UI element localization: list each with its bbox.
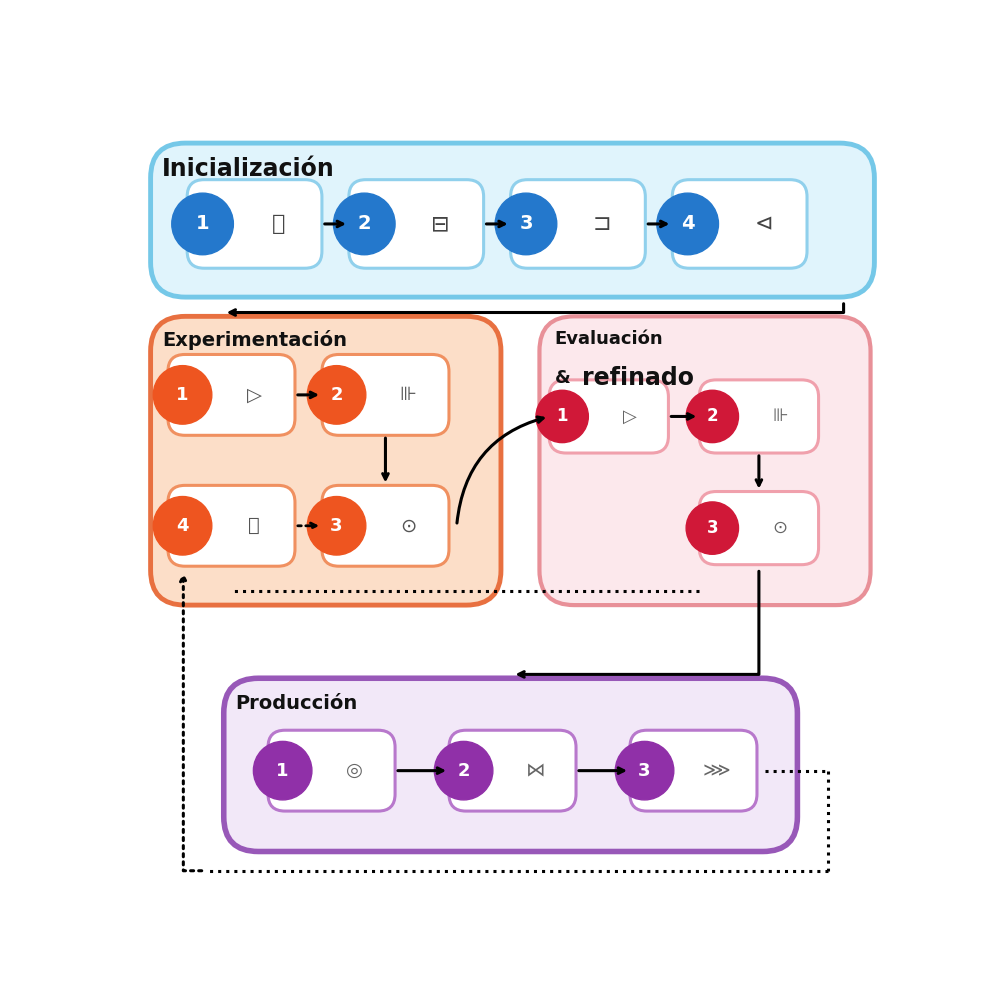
Text: 1: 1 <box>176 386 189 404</box>
FancyBboxPatch shape <box>672 180 807 268</box>
FancyBboxPatch shape <box>322 485 449 566</box>
Text: ⊪: ⊪ <box>773 407 788 425</box>
Text: ▷: ▷ <box>623 407 637 425</box>
Circle shape <box>172 193 233 255</box>
Circle shape <box>536 390 588 443</box>
FancyBboxPatch shape <box>187 180 322 268</box>
FancyBboxPatch shape <box>699 492 819 565</box>
Text: 3: 3 <box>519 214 533 233</box>
Circle shape <box>333 193 395 255</box>
FancyBboxPatch shape <box>151 143 874 297</box>
Text: ◎: ◎ <box>346 761 363 780</box>
Circle shape <box>495 193 557 255</box>
Text: 2: 2 <box>330 386 343 404</box>
Text: 1: 1 <box>276 762 289 780</box>
FancyBboxPatch shape <box>322 354 449 435</box>
Text: Producción: Producción <box>235 694 358 713</box>
FancyBboxPatch shape <box>539 316 871 605</box>
Text: refinado: refinado <box>582 366 694 390</box>
Circle shape <box>657 193 718 255</box>
Text: ⊪: ⊪ <box>400 385 417 404</box>
FancyBboxPatch shape <box>511 180 645 268</box>
Text: ⊲: ⊲ <box>755 214 773 234</box>
Text: 1: 1 <box>196 214 209 233</box>
Text: &: & <box>555 369 577 387</box>
FancyBboxPatch shape <box>151 316 501 605</box>
FancyBboxPatch shape <box>449 730 576 811</box>
FancyBboxPatch shape <box>268 730 395 811</box>
Text: ⊟: ⊟ <box>431 214 450 234</box>
Text: ⊙: ⊙ <box>400 516 417 535</box>
Text: ⊐: ⊐ <box>593 214 612 234</box>
Text: 4: 4 <box>176 517 189 535</box>
Text: ⌕: ⌕ <box>272 214 285 234</box>
Text: ⋙: ⋙ <box>702 761 730 780</box>
Circle shape <box>253 741 312 800</box>
FancyBboxPatch shape <box>699 380 819 453</box>
Text: 4: 4 <box>681 214 694 233</box>
Text: ▷: ▷ <box>247 385 262 404</box>
FancyBboxPatch shape <box>349 180 484 268</box>
Text: 2: 2 <box>707 407 718 425</box>
Text: ⊙: ⊙ <box>773 519 788 537</box>
FancyBboxPatch shape <box>168 354 295 435</box>
Text: 2: 2 <box>357 214 371 233</box>
Text: 3: 3 <box>707 519 718 537</box>
Text: 3: 3 <box>638 762 651 780</box>
Text: 2: 2 <box>457 762 470 780</box>
Circle shape <box>615 741 674 800</box>
FancyBboxPatch shape <box>168 485 295 566</box>
Circle shape <box>307 366 366 424</box>
Circle shape <box>434 741 493 800</box>
Circle shape <box>307 497 366 555</box>
Text: ⋈: ⋈ <box>526 761 545 780</box>
FancyBboxPatch shape <box>224 678 797 852</box>
Circle shape <box>153 366 212 424</box>
Text: ⑈: ⑈ <box>248 516 260 535</box>
FancyBboxPatch shape <box>630 730 757 811</box>
Circle shape <box>686 390 738 443</box>
Text: Inicialización: Inicialización <box>162 157 335 181</box>
Text: 3: 3 <box>330 517 343 535</box>
Text: 1: 1 <box>556 407 568 425</box>
Text: Experimentación: Experimentación <box>162 330 347 350</box>
Circle shape <box>686 502 738 554</box>
Text: Evaluación: Evaluación <box>555 330 663 348</box>
Circle shape <box>153 497 212 555</box>
FancyBboxPatch shape <box>549 380 668 453</box>
